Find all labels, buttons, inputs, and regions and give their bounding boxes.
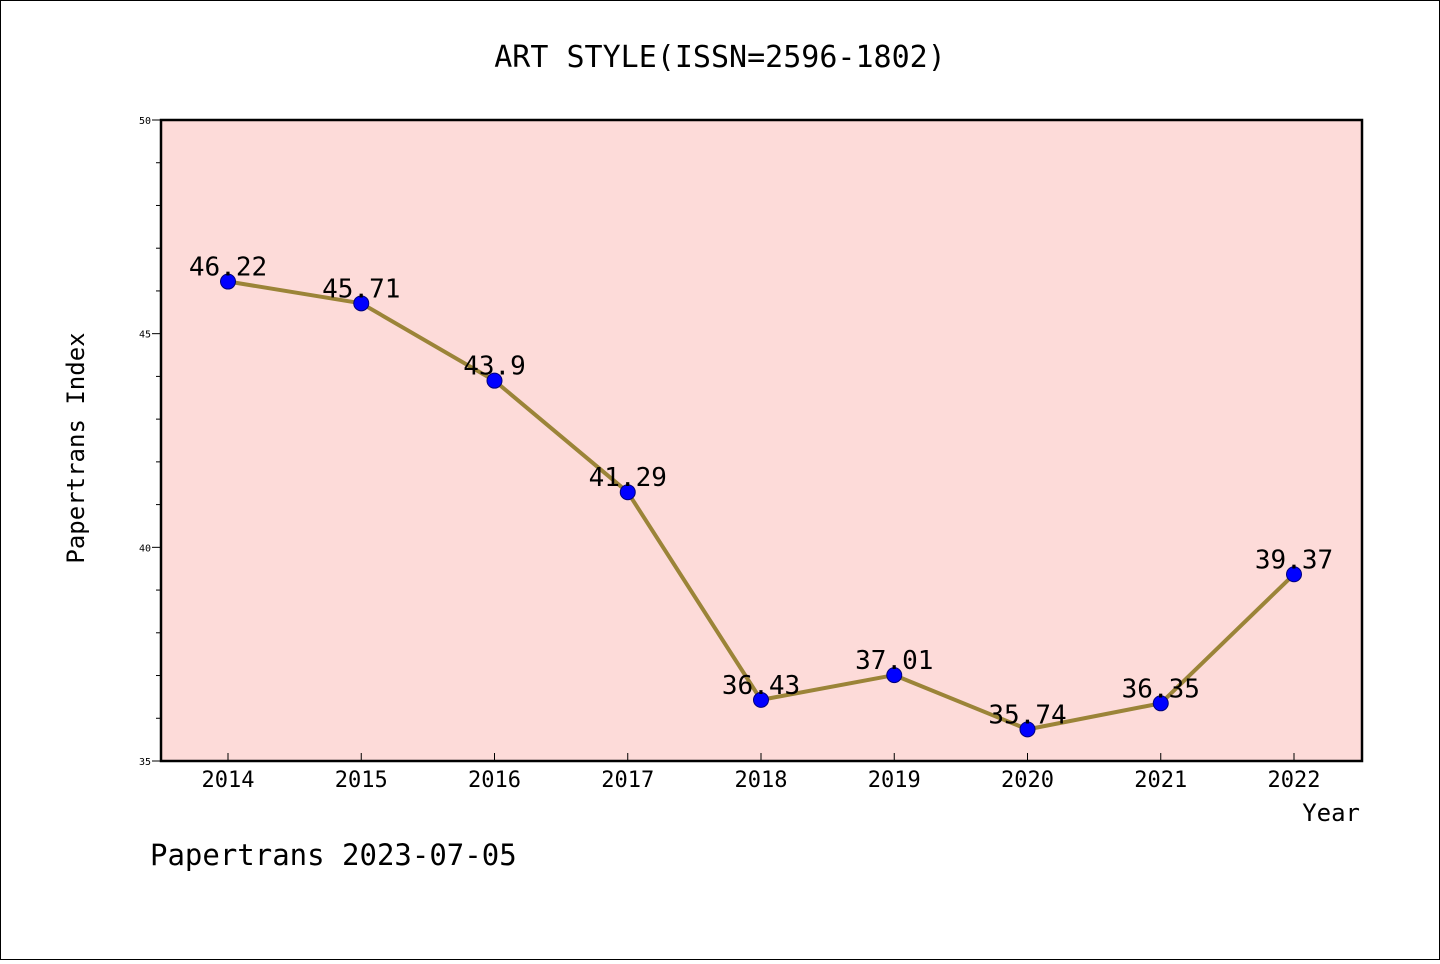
data-label: 35.74 [988, 700, 1066, 730]
data-label: 43.9 [463, 352, 526, 382]
x-tick-label: 2017 [601, 768, 654, 793]
data-label: 36.35 [1122, 674, 1200, 704]
data-label: 46.22 [189, 253, 267, 283]
x-axis: 2014 2015 2016 2017 2018 2019 2020 2021 2022 [202, 753, 1321, 793]
point-labels: 46.22 45.71 43.9 41.29 36.43 37.01 35.74 36.35 3… [189, 253, 1333, 731]
data-point [753, 691, 769, 708]
data-point [1019, 721, 1036, 738]
data-point [486, 372, 503, 389]
data-point [619, 484, 636, 501]
x-tick-label: 2018 [735, 768, 788, 793]
data-point [220, 273, 236, 290]
data-label: 37.01 [855, 646, 933, 676]
data-point [886, 667, 903, 684]
x-axis-label: Year [1302, 799, 1360, 827]
x-tick-label: 2019 [868, 768, 921, 793]
data-label: 36.43 [722, 671, 800, 701]
chart-title: ART STYLE(ISSN=2596-1802) [494, 40, 946, 75]
y-tick-label: 45 [139, 330, 151, 341]
x-tick-label: 2016 [468, 768, 521, 793]
data-label: 39.37 [1255, 545, 1333, 575]
y-axis: 35 40 45 50 [139, 116, 161, 768]
data-point [1152, 695, 1169, 712]
y-axis-label: Papertrans Index [62, 332, 90, 563]
series-points [220, 273, 1302, 738]
data-label: 45.71 [322, 274, 400, 304]
data-label: 41.29 [589, 463, 667, 493]
x-tick-label: 2015 [335, 768, 388, 793]
y-tick-label: 35 [139, 757, 151, 768]
data-point [1286, 566, 1302, 583]
y-tick-label: 50 [139, 116, 151, 127]
x-tick-label: 2022 [1268, 768, 1321, 793]
y-tick-label: 40 [139, 543, 151, 554]
footer-text: Papertrans 2023-07-05 [150, 838, 517, 872]
x-tick-label: 2020 [1001, 768, 1054, 793]
x-tick-label: 2021 [1134, 768, 1187, 793]
x-tick-label: 2014 [202, 768, 255, 793]
plot-area [159, 118, 1364, 763]
data-point [353, 295, 370, 312]
